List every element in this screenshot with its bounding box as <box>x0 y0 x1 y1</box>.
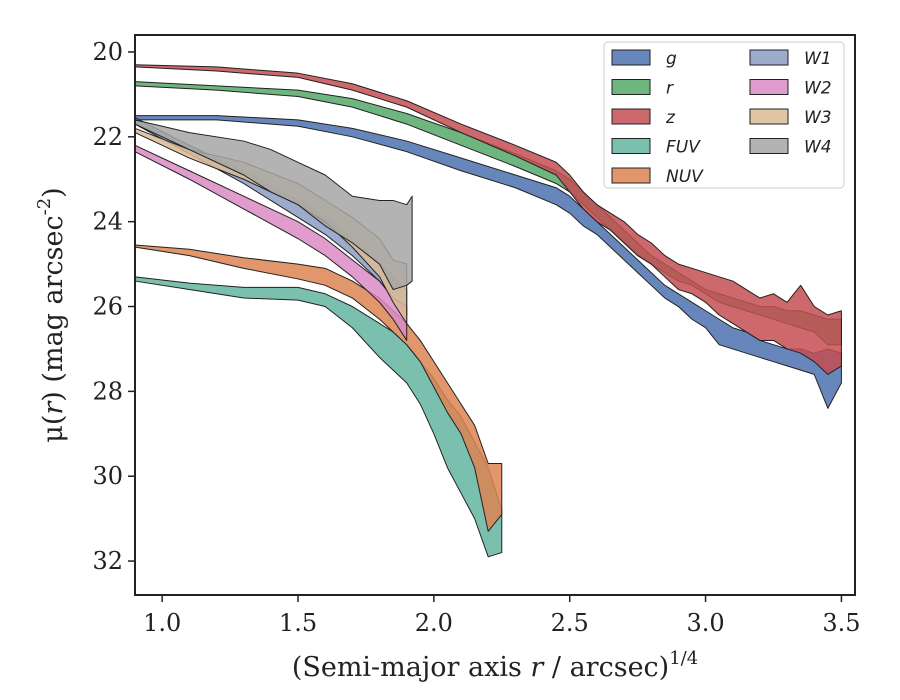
legend-swatch-w4 <box>749 138 789 154</box>
legend-swatch-fuv <box>611 138 651 154</box>
legend-swatch-g <box>611 49 651 66</box>
legend: grz FUV NUV W1 W2 W3 W4 <box>603 41 845 189</box>
legend-swatch-w3 <box>749 108 789 125</box>
legend-label-w1: W1 <box>804 49 832 69</box>
x-tick-label: 1.5 <box>279 609 317 637</box>
legend-items: grz FUV NUV W1 W2 W3 W4 <box>611 49 832 187</box>
legend-label-z: z <box>665 108 676 128</box>
legend-swatch-z <box>611 108 651 125</box>
legend-swatch-w2 <box>749 79 789 95</box>
y-tick-label: 22 <box>92 123 123 151</box>
band-w4 <box>134 119 413 291</box>
y-tick-label: 20 <box>92 38 123 66</box>
legend-swatch-nuv <box>611 167 651 184</box>
x-tick-label: 1.0 <box>143 609 181 637</box>
x-axis-ticks: 1.0 1.5 2.0 2.5 3.0 3.5 <box>143 595 861 637</box>
legend-swatch-w1 <box>749 49 789 66</box>
legend-label-nuv: NUV <box>666 167 704 187</box>
y-tick-label: 28 <box>92 377 123 405</box>
legend-label-fuv: FUV <box>666 138 701 158</box>
y-axis-ticks: 20 22 24 26 28 30 32 <box>92 38 135 575</box>
band-w2 <box>134 144 408 341</box>
legend-label-r: r <box>666 79 674 99</box>
y-tick-label: 30 <box>92 462 123 490</box>
x-tick-label: 3.0 <box>686 609 724 637</box>
y-axis-title: μ(r) (mag arcsec-2) <box>34 187 69 442</box>
x-tick-label: 2.5 <box>551 609 589 637</box>
legend-label-w3: W3 <box>804 108 832 128</box>
x-tick-label: 2.0 <box>415 609 453 637</box>
band-fuv <box>134 276 503 558</box>
x-axis-title: (Semi-major axis r / arcsec)1/4 <box>292 648 698 683</box>
legend-label-g: g <box>666 49 677 69</box>
legend-label-w4: W4 <box>804 138 832 158</box>
y-tick-label: 26 <box>92 293 123 321</box>
band-nuv <box>134 244 503 532</box>
legend-label-w2: W2 <box>804 79 832 99</box>
band-z <box>134 64 842 375</box>
x-tick-label: 3.5 <box>822 609 860 637</box>
legend-swatch-r <box>611 79 651 95</box>
plot-bands <box>134 64 842 558</box>
plot-frame <box>134 34 856 596</box>
y-tick-label: 24 <box>92 208 123 236</box>
y-tick-label: 32 <box>92 547 123 575</box>
